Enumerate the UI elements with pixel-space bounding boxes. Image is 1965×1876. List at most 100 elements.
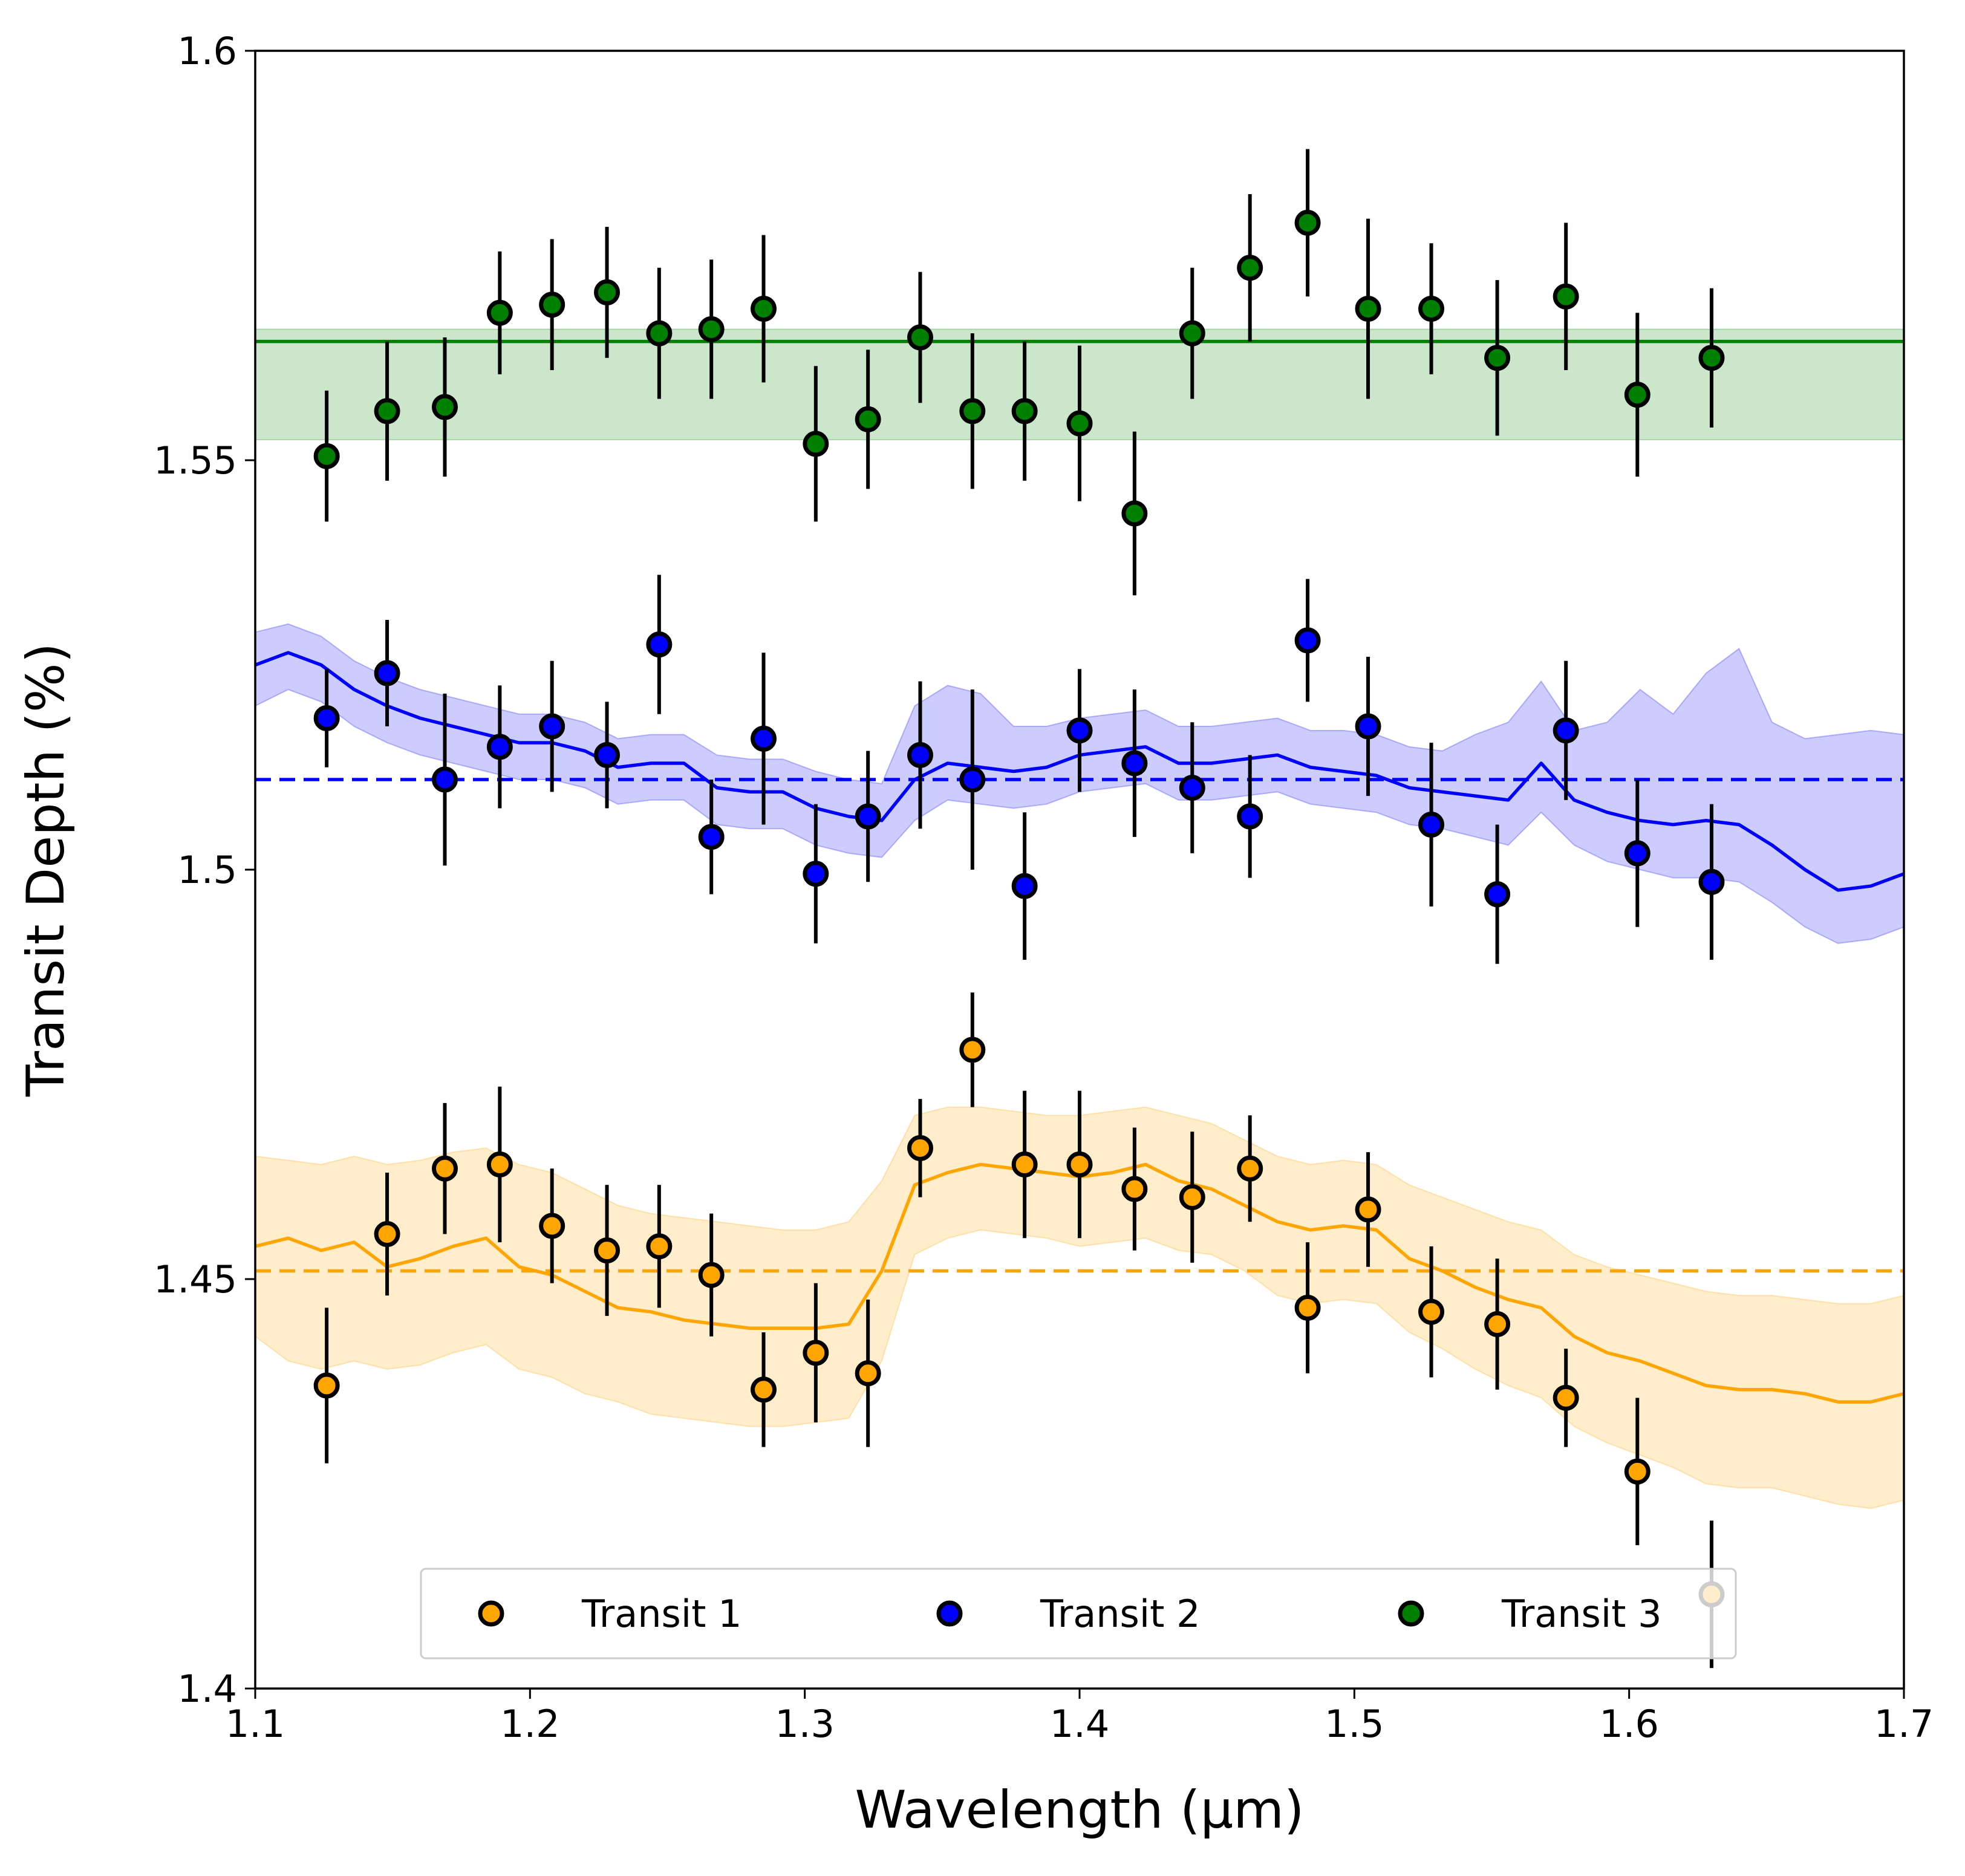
transit-2-point	[486, 734, 513, 760]
transit-1-point	[1121, 1176, 1148, 1202]
transit-1-point	[1294, 1294, 1321, 1321]
y-axis-ticks: 1.4 1.45 1.5 1.55 1.6	[154, 29, 255, 1711]
transit-3-point	[1484, 345, 1511, 371]
transit-1-point	[1066, 1151, 1093, 1177]
transit-2-point	[1179, 775, 1205, 801]
transit-2-point	[1418, 812, 1445, 838]
transit-3-point	[907, 324, 933, 351]
transit-1-point	[1484, 1311, 1511, 1337]
x-tick-label: 1.2	[500, 1702, 560, 1746]
transit-1-point	[374, 1221, 400, 1248]
x-tick-label: 1.7	[1874, 1702, 1934, 1746]
transit-3-point	[431, 394, 458, 420]
transit-2-point	[1355, 713, 1381, 740]
x-tick-label: 1.4	[1050, 1702, 1110, 1746]
transit-2-point	[1066, 717, 1093, 744]
transit-2-point	[646, 631, 673, 658]
transit-1-point	[698, 1262, 725, 1288]
y-tick-label: 1.55	[154, 438, 237, 483]
transit-1-point	[1179, 1184, 1205, 1211]
transit-1-point	[539, 1213, 565, 1239]
transit-2-point	[431, 766, 458, 793]
transit-2-point	[855, 803, 881, 830]
transit-2-point	[1121, 750, 1148, 777]
transit-3-point	[1418, 296, 1445, 322]
transit-1-point	[907, 1135, 933, 1161]
y-tick-label: 1.45	[154, 1257, 237, 1301]
x-tick-label: 1.6	[1599, 1702, 1659, 1746]
transit-1-point	[1624, 1458, 1651, 1485]
transit-1-point	[1355, 1196, 1381, 1223]
transit-2-point	[1698, 868, 1725, 895]
y-axis-label: Transit Depth (%)	[16, 643, 76, 1097]
y-tick-label: 1.6	[177, 29, 237, 73]
transit-3-point	[1294, 209, 1321, 236]
transit-1-point	[646, 1233, 673, 1260]
transit-2-point	[1484, 881, 1511, 908]
transit-2-point	[959, 766, 986, 793]
transit-3-point	[751, 296, 777, 322]
x-axis-label: Wavelength (μm)	[855, 1780, 1304, 1840]
transit-2-point	[1294, 627, 1321, 654]
transit-1-point	[431, 1155, 458, 1182]
transit-3-point	[539, 291, 565, 318]
data-points	[313, 149, 1725, 1669]
transit-3-point	[646, 320, 673, 347]
transit-1-point	[803, 1340, 829, 1366]
transit-2-point	[1553, 717, 1579, 744]
transit-3-point	[313, 443, 340, 469]
x-tick-label: 1.1	[226, 1702, 285, 1746]
transit-1-point	[486, 1151, 513, 1177]
transit-1-point	[313, 1372, 340, 1399]
transit-3-point	[594, 279, 621, 305]
transit-2-point	[374, 660, 400, 686]
transit-2-point	[698, 824, 725, 850]
transit-3-point	[1624, 382, 1651, 408]
transit-3-point	[855, 406, 881, 432]
transit-3-legend-marker	[1398, 1600, 1424, 1627]
transit-1-point	[1553, 1384, 1579, 1411]
transit-3-point	[1237, 255, 1263, 281]
x-axis-ticks: 1.1 1.2 1.3 1.4 1.5 1.6 1.7	[226, 1689, 1934, 1746]
transit-3-point	[803, 431, 829, 457]
legend: Transit 1 Transit 2 Transit 3	[420, 1568, 1737, 1659]
transit-1-point	[1237, 1155, 1263, 1182]
y-tick-label: 1.4	[177, 1667, 237, 1711]
transit-1-point	[1418, 1298, 1445, 1325]
transit-3-point	[1066, 410, 1093, 437]
transit-1-legend-label: Transit 1	[581, 1592, 742, 1636]
transit-3-point	[374, 398, 400, 425]
transit-1-point	[751, 1376, 777, 1403]
transit-3-point	[1553, 283, 1579, 310]
transit-2-legend-marker	[936, 1600, 963, 1627]
transit-3-legend-label: Transit 3	[1501, 1592, 1662, 1636]
transit-3-point	[1121, 500, 1148, 527]
transit-2-point	[1624, 840, 1651, 867]
transit-1-point	[959, 1037, 986, 1063]
y-tick-label: 1.5	[177, 848, 237, 892]
transit-2-point	[313, 705, 340, 732]
transit-1-legend-marker	[478, 1600, 504, 1627]
legend-box	[420, 1568, 1737, 1659]
transit-2-point	[907, 741, 933, 768]
transit-1-model-band	[255, 1106, 1904, 1510]
transit-2-legend-label: Transit 2	[1040, 1592, 1201, 1636]
transit-3-point	[1355, 296, 1381, 322]
transit-2-point	[594, 741, 621, 768]
transit-3-point	[1698, 345, 1725, 371]
transit-2-point	[539, 713, 565, 740]
x-tick-label: 1.5	[1325, 1702, 1384, 1746]
transit-2-point	[803, 861, 829, 887]
transit-2-point	[1237, 803, 1263, 830]
transit-3-point	[959, 398, 986, 425]
transit-3-point	[1011, 398, 1038, 425]
transit-2-point	[1011, 873, 1038, 899]
x-tick-label: 1.3	[775, 1702, 835, 1746]
transit-1-point	[1011, 1151, 1038, 1177]
transit-1-point	[855, 1360, 881, 1387]
transit-1-point	[594, 1237, 621, 1264]
transit-2-point	[751, 725, 777, 752]
transit-3-point	[486, 299, 513, 326]
